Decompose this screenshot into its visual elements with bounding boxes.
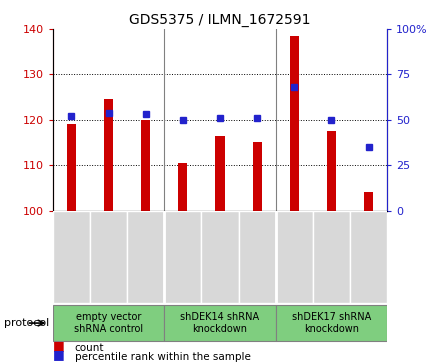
Bar <box>290 36 299 211</box>
Text: shDEK14 shRNA
knockdown: shDEK14 shRNA knockdown <box>180 312 260 334</box>
Bar <box>327 131 336 211</box>
Bar <box>164 211 202 303</box>
Bar <box>350 211 387 303</box>
Bar <box>104 99 113 211</box>
Bar <box>276 305 387 341</box>
Text: ■: ■ <box>53 348 65 361</box>
Bar <box>253 143 262 211</box>
Text: protocol: protocol <box>4 318 50 328</box>
Bar <box>53 305 164 341</box>
Bar <box>127 211 164 303</box>
Text: empty vector
shRNA control: empty vector shRNA control <box>74 312 143 334</box>
Bar <box>276 211 313 303</box>
Bar <box>178 163 187 211</box>
Text: count: count <box>75 343 104 353</box>
Bar <box>141 120 150 211</box>
Bar <box>215 136 225 211</box>
Bar <box>364 192 373 211</box>
Bar <box>202 211 238 303</box>
Bar <box>164 305 276 341</box>
Bar <box>67 125 76 211</box>
Bar <box>238 211 276 303</box>
Bar <box>313 211 350 303</box>
Bar <box>53 211 90 303</box>
Text: shDEK17 shRNA
knockdown: shDEK17 shRNA knockdown <box>292 312 371 334</box>
Text: ■: ■ <box>53 339 65 352</box>
Title: GDS5375 / ILMN_1672591: GDS5375 / ILMN_1672591 <box>129 13 311 26</box>
Bar <box>90 211 127 303</box>
Text: percentile rank within the sample: percentile rank within the sample <box>75 352 251 362</box>
